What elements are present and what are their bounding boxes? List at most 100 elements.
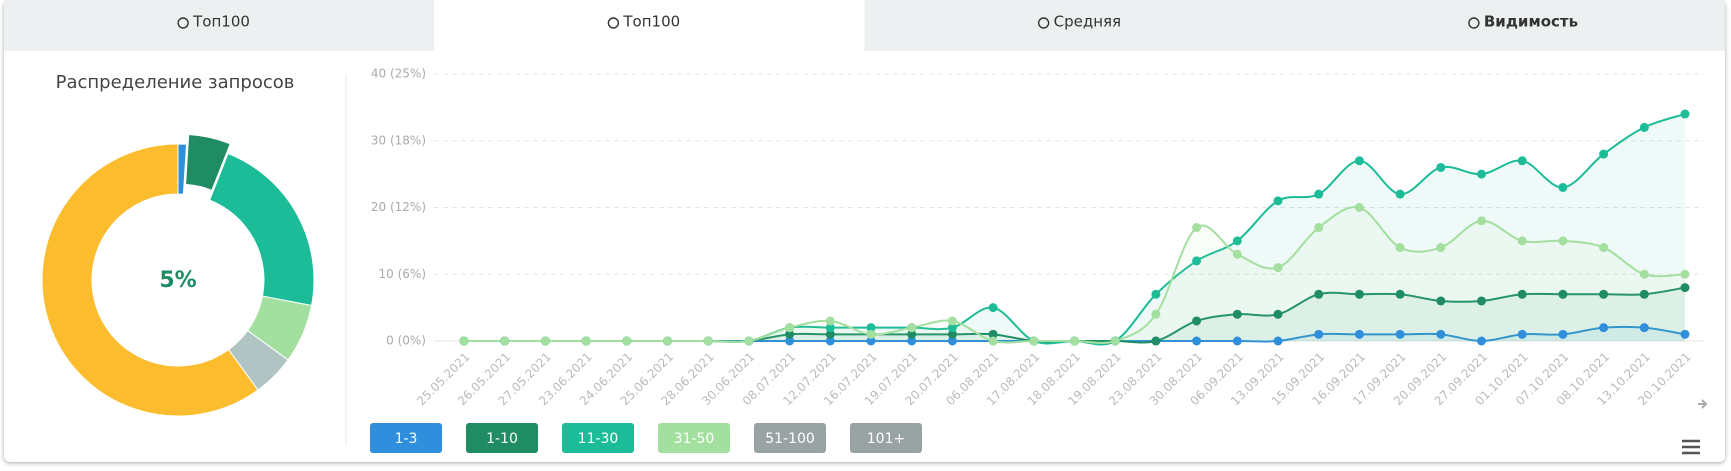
data-point[interactable] [1273,263,1283,273]
data-point[interactable] [1517,329,1527,339]
data-point[interactable] [866,336,876,346]
data-point[interactable] [1599,243,1609,253]
data-point[interactable] [1192,256,1202,266]
data-point[interactable] [1232,236,1242,246]
data-point[interactable] [1558,236,1568,246]
donut-slice[interactable] [41,143,259,417]
data-point[interactable] [622,336,632,346]
data-point[interactable] [1273,196,1283,206]
data-point[interactable] [1517,156,1527,166]
data-point[interactable] [1599,149,1609,159]
data-point[interactable] [947,316,957,326]
data-point[interactable] [1273,309,1283,319]
data-point[interactable] [1314,289,1324,299]
data-point[interactable] [1680,109,1690,119]
data-point[interactable] [785,329,795,339]
data-point[interactable] [1151,309,1161,319]
data-point[interactable] [1192,316,1202,326]
data-point[interactable] [1680,269,1690,279]
data-point[interactable] [1558,289,1568,299]
data-point[interactable] [1395,243,1405,253]
data-point[interactable] [1395,289,1405,299]
data-point[interactable] [663,336,672,346]
data-point[interactable] [1395,189,1405,199]
data-point[interactable] [947,329,957,339]
data-point[interactable] [500,336,510,346]
data-point[interactable] [1232,249,1242,259]
data-point[interactable] [1354,289,1364,299]
tab[interactable]: Средняя [1037,13,1121,31]
data-point[interactable] [1639,122,1649,132]
data-point[interactable] [1436,296,1446,306]
data-point[interactable] [1639,289,1649,299]
data-point[interactable] [1354,329,1364,339]
data-point[interactable] [540,336,550,346]
scroll-arrow[interactable] [1698,399,1708,409]
donut-slice[interactable] [177,143,188,195]
data-point[interactable] [785,336,795,346]
data-point[interactable] [825,323,835,333]
data-point[interactable] [1558,329,1568,339]
data-point[interactable] [947,323,957,333]
data-point[interactable] [1477,169,1486,179]
legend-item[interactable]: 101+ [850,423,922,453]
data-point[interactable] [1070,336,1079,346]
donut-slice[interactable] [209,152,315,307]
data-point[interactable] [1354,203,1364,212]
tab[interactable]: Топ100 [177,13,250,31]
data-point[interactable] [1151,289,1161,299]
data-point[interactable] [581,336,591,346]
data-point[interactable] [947,336,957,346]
menu-button[interactable] [1682,439,1700,455]
data-point[interactable] [1314,223,1324,233]
data-point[interactable] [1273,336,1283,346]
data-point[interactable] [1599,323,1609,333]
data-point[interactable] [1599,289,1609,299]
legend-item[interactable]: 11-30 [562,423,634,453]
data-point[interactable] [1517,236,1527,246]
data-point[interactable] [785,323,795,333]
legend-item[interactable]: 31-50 [658,423,730,453]
data-point[interactable] [1232,336,1242,346]
data-point[interactable] [1395,329,1405,339]
data-point[interactable] [1436,243,1446,253]
data-point[interactable] [459,336,469,346]
data-point[interactable] [1639,269,1649,279]
data-point[interactable] [1151,336,1161,346]
legend-item[interactable]: 1-3 [370,423,442,453]
tab[interactable]: Видимость [1468,13,1578,31]
data-point[interactable] [1029,336,1039,346]
data-point[interactable] [1477,296,1486,306]
data-point[interactable] [703,336,713,346]
data-point[interactable] [825,336,835,346]
data-point[interactable] [1558,182,1568,192]
data-point[interactable] [988,336,998,346]
data-point[interactable] [866,323,876,333]
data-point[interactable] [866,329,876,339]
data-point[interactable] [1477,216,1486,226]
legend-item[interactable]: 1-10 [466,423,538,453]
data-point[interactable] [1436,329,1446,339]
data-point[interactable] [1110,336,1120,346]
data-point[interactable] [825,329,835,339]
data-point[interactable] [1477,336,1486,346]
data-point[interactable] [825,316,835,326]
data-point[interactable] [1354,156,1364,166]
data-point[interactable] [1436,162,1446,172]
data-point[interactable] [1680,329,1690,339]
data-point[interactable] [1314,329,1324,339]
data-point[interactable] [988,303,998,313]
data-point[interactable] [1680,283,1690,293]
data-point[interactable] [1517,289,1527,299]
data-point[interactable] [1232,309,1242,319]
donut-slice[interactable] [185,133,231,191]
data-point[interactable] [1192,223,1202,233]
data-point[interactable] [988,329,998,339]
tab[interactable]: Топ100 [434,0,865,51]
data-point[interactable] [907,336,917,346]
legend-item[interactable]: 51-100 [754,423,826,453]
data-point[interactable] [907,329,917,339]
data-point[interactable] [744,336,754,346]
data-point[interactable] [1639,323,1649,333]
data-point[interactable] [1192,336,1202,346]
